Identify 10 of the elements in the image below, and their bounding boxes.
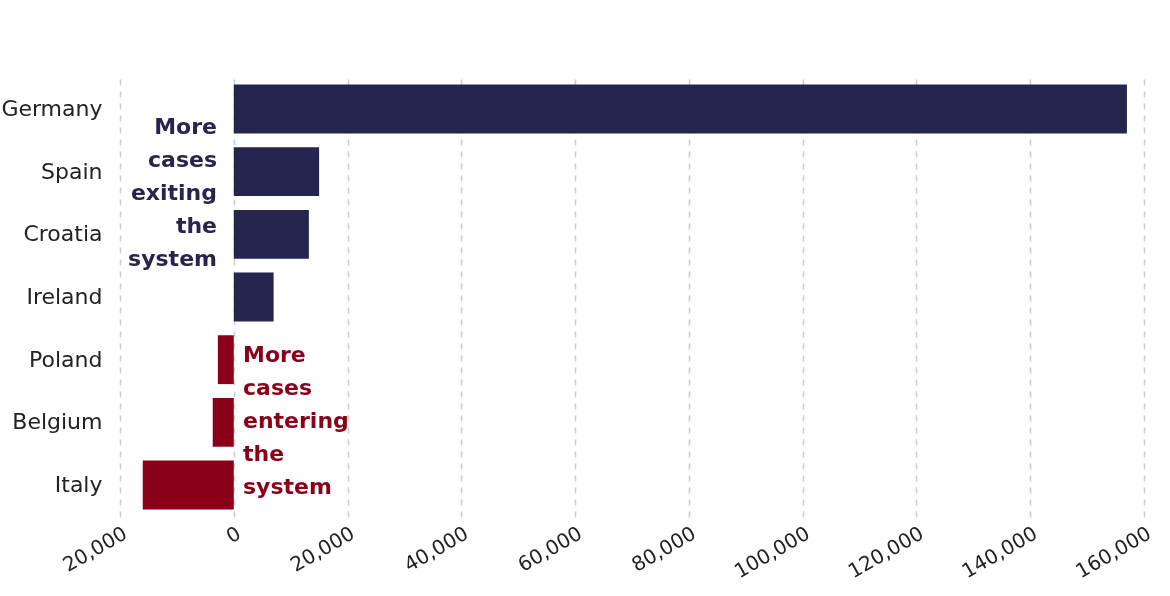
y-tick-label: Italy [54,472,103,498]
x-tick-label: 0 [221,520,245,549]
annotation: More cases entering the system [243,342,349,499]
y-tick-label: Belgium [12,409,103,435]
y-tick-label: Poland [29,346,103,372]
y-tick-label: Croatia [23,221,103,247]
y-tick-label: Ireland [26,284,103,309]
y-tick-label: Germany [1,95,103,121]
annotation: More cases exiting the system [128,114,217,271]
y-tick-label: Spain [41,158,103,184]
